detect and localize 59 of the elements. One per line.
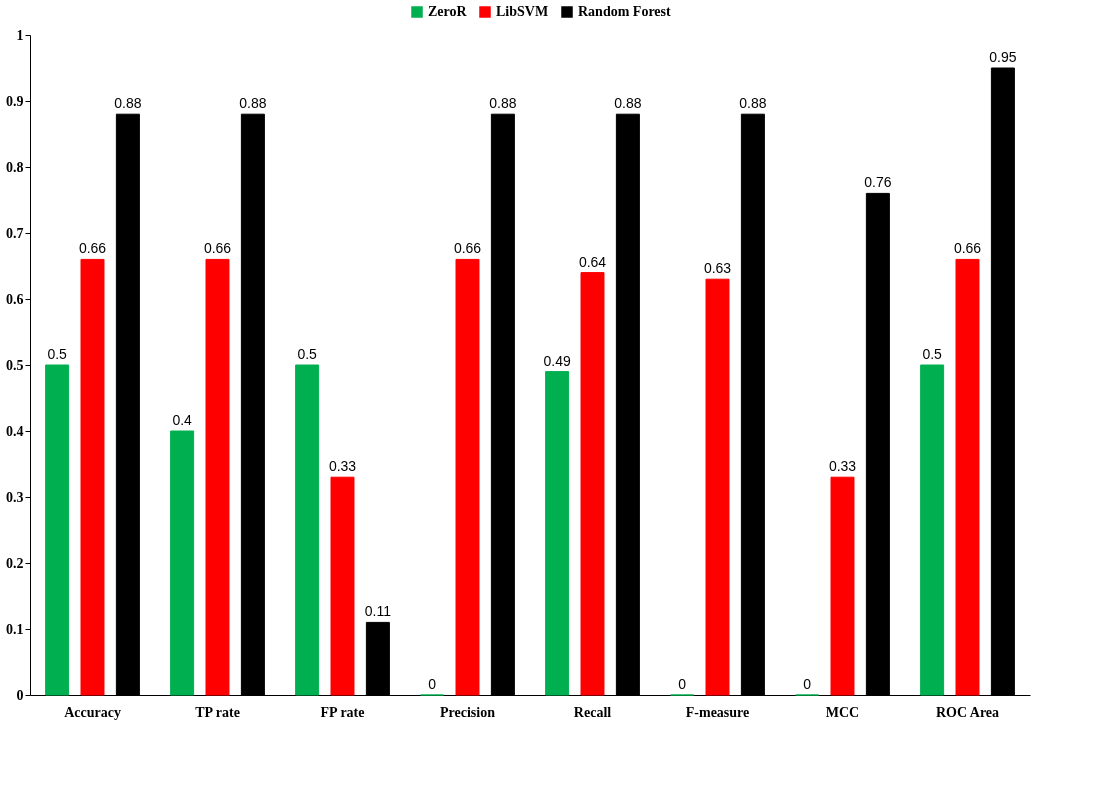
bar: [830, 476, 855, 696]
y-tick-label: 0.3: [6, 489, 24, 505]
bar: [80, 258, 105, 696]
y-tick-label: 0.1: [6, 621, 24, 637]
x-tick-label: FP rate: [320, 704, 365, 720]
data-label: 0.95: [989, 49, 1017, 65]
bar: [45, 364, 70, 696]
y-tick-label: 0: [16, 687, 24, 703]
y-tick-label: 1: [16, 27, 24, 43]
y-tick-label: 0.6: [6, 291, 24, 307]
data-label: 0: [803, 676, 812, 692]
data-label: 0.4: [172, 412, 193, 428]
x-tick-label: Precision: [440, 704, 496, 720]
data-label: 0.88: [614, 95, 642, 112]
bar: [705, 278, 730, 696]
x-tick-label: F-measure: [685, 704, 750, 720]
legend-label: Random Forest: [578, 4, 672, 19]
x-tick-label: ROC Area: [935, 704, 1000, 720]
data-label: 0.76: [864, 174, 892, 191]
bar: [170, 430, 195, 696]
x-tick-label: Accuracy: [64, 704, 121, 720]
bar: [920, 364, 945, 696]
data-label: 0: [678, 676, 687, 692]
legend-label: LibSVM: [496, 4, 549, 19]
y-tick-label: 0.8: [6, 159, 24, 175]
data-label: 0.11: [364, 603, 392, 620]
data-label: 0.66: [953, 240, 982, 257]
x-tick-label: MCC: [825, 704, 860, 720]
bar: [955, 258, 980, 696]
bar: [295, 364, 320, 696]
bar: [580, 272, 605, 696]
y-tick-label: 0.7: [6, 225, 24, 241]
y-tick-label: 0.5: [6, 357, 24, 373]
data-label: 0.33: [828, 458, 857, 475]
data-label: 0.88: [739, 95, 767, 112]
data-label: 0.66: [78, 240, 107, 257]
bar: [330, 476, 355, 696]
data-label: 0.88: [114, 95, 142, 112]
data-label: 0.49: [543, 352, 571, 369]
x-tick-label: TP rate: [195, 704, 240, 720]
bar: [205, 258, 230, 696]
data-label: 0.5: [47, 346, 68, 362]
y-tick-label: 0.4: [6, 423, 24, 439]
bar: [455, 258, 480, 696]
legend-label: ZeroR: [428, 4, 468, 19]
x-tick-label: Recall: [573, 704, 612, 720]
data-label: 0.63: [703, 260, 732, 277]
data-label: 0.5: [297, 346, 318, 362]
y-tick-label: 0.2: [6, 555, 24, 571]
y-tick-label: 0.9: [6, 93, 24, 109]
bar: [545, 371, 570, 696]
data-label: 0.64: [578, 253, 607, 270]
data-label: 0.88: [489, 95, 517, 112]
data-label: 0.66: [453, 240, 482, 257]
data-label: 0.33: [328, 458, 357, 475]
data-label: 0.88: [239, 95, 267, 112]
data-label: 0.5: [922, 346, 943, 362]
data-label: 0: [428, 676, 437, 692]
data-label: 0.66: [203, 240, 232, 257]
